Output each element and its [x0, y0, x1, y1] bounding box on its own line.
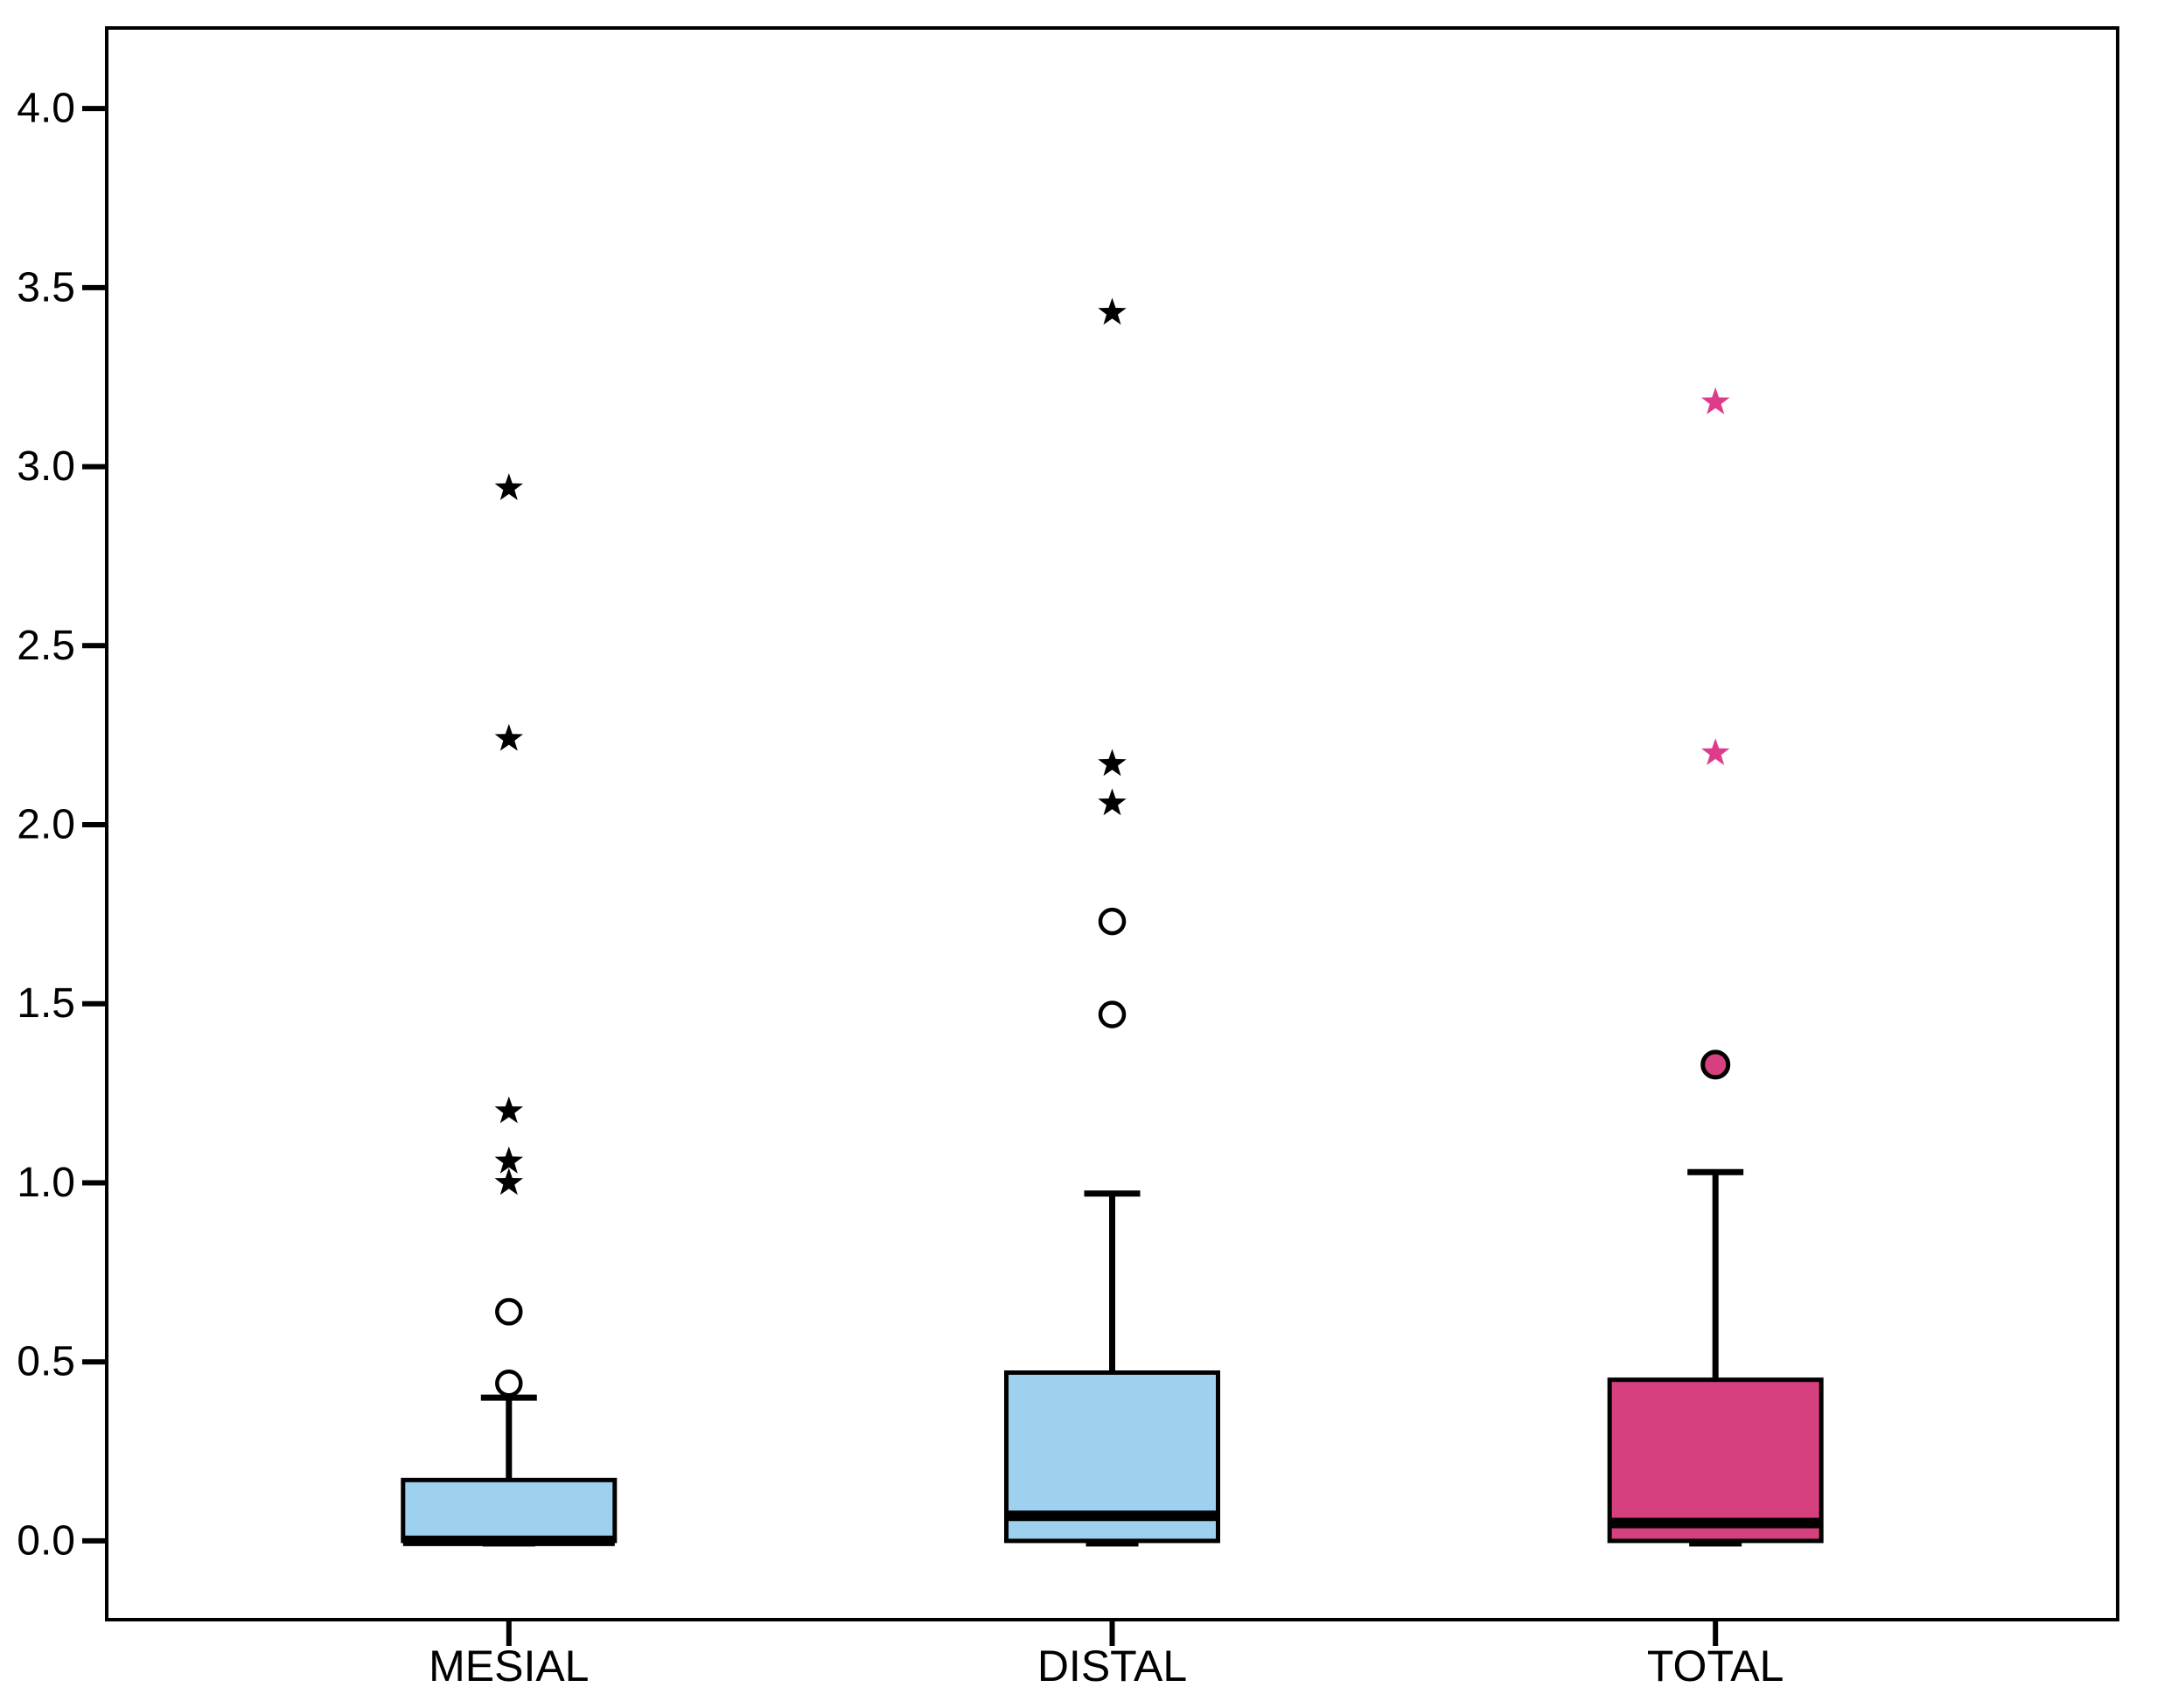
outlier-star-distal [1098, 297, 1127, 325]
outlier-star-distal [1098, 749, 1127, 777]
outlier-circle-mesial [495, 1298, 523, 1326]
x-axis-tick-label-distal: DISTAL [1037, 1642, 1187, 1691]
outlier-star-total [1701, 738, 1730, 765]
outlier-circle-distal [1098, 1000, 1127, 1028]
y-axis-tick-label: 0.5 [17, 1339, 75, 1385]
outlier-circle-mesial [495, 1370, 523, 1398]
y-axis-tick-label: 3.0 [17, 443, 75, 490]
y-axis-tick-label: 0.0 [17, 1517, 75, 1564]
x-axis-tick-label-mesial: MESIAL [429, 1642, 589, 1691]
outlier-star-distal [1098, 788, 1127, 816]
y-axis-tick-label: 2.0 [17, 802, 75, 848]
outlier-star-mesial [494, 473, 523, 500]
outlier-filled-circle-total [1700, 1049, 1731, 1080]
outlier-star-mesial [494, 723, 523, 751]
y-axis-tick-label: 2.5 [17, 623, 75, 669]
box-rect-mesial [401, 1477, 618, 1544]
outlier-circle-distal [1098, 907, 1127, 936]
box-rect-total [1607, 1377, 1824, 1544]
outlier-star-mesial [494, 1168, 523, 1196]
y-axis-tick-label: 4.0 [17, 86, 75, 132]
y-axis-tick-label: 1.0 [17, 1160, 75, 1206]
x-axis-tick-label-total: TOTAL [1647, 1642, 1784, 1691]
outlier-star-total [1701, 387, 1730, 415]
y-axis-tick-label: 3.5 [17, 264, 75, 310]
outlier-star-mesial [494, 1096, 523, 1124]
outlier-star-mesial [494, 1146, 523, 1174]
y-axis-tick-label: 1.5 [17, 980, 75, 1027]
